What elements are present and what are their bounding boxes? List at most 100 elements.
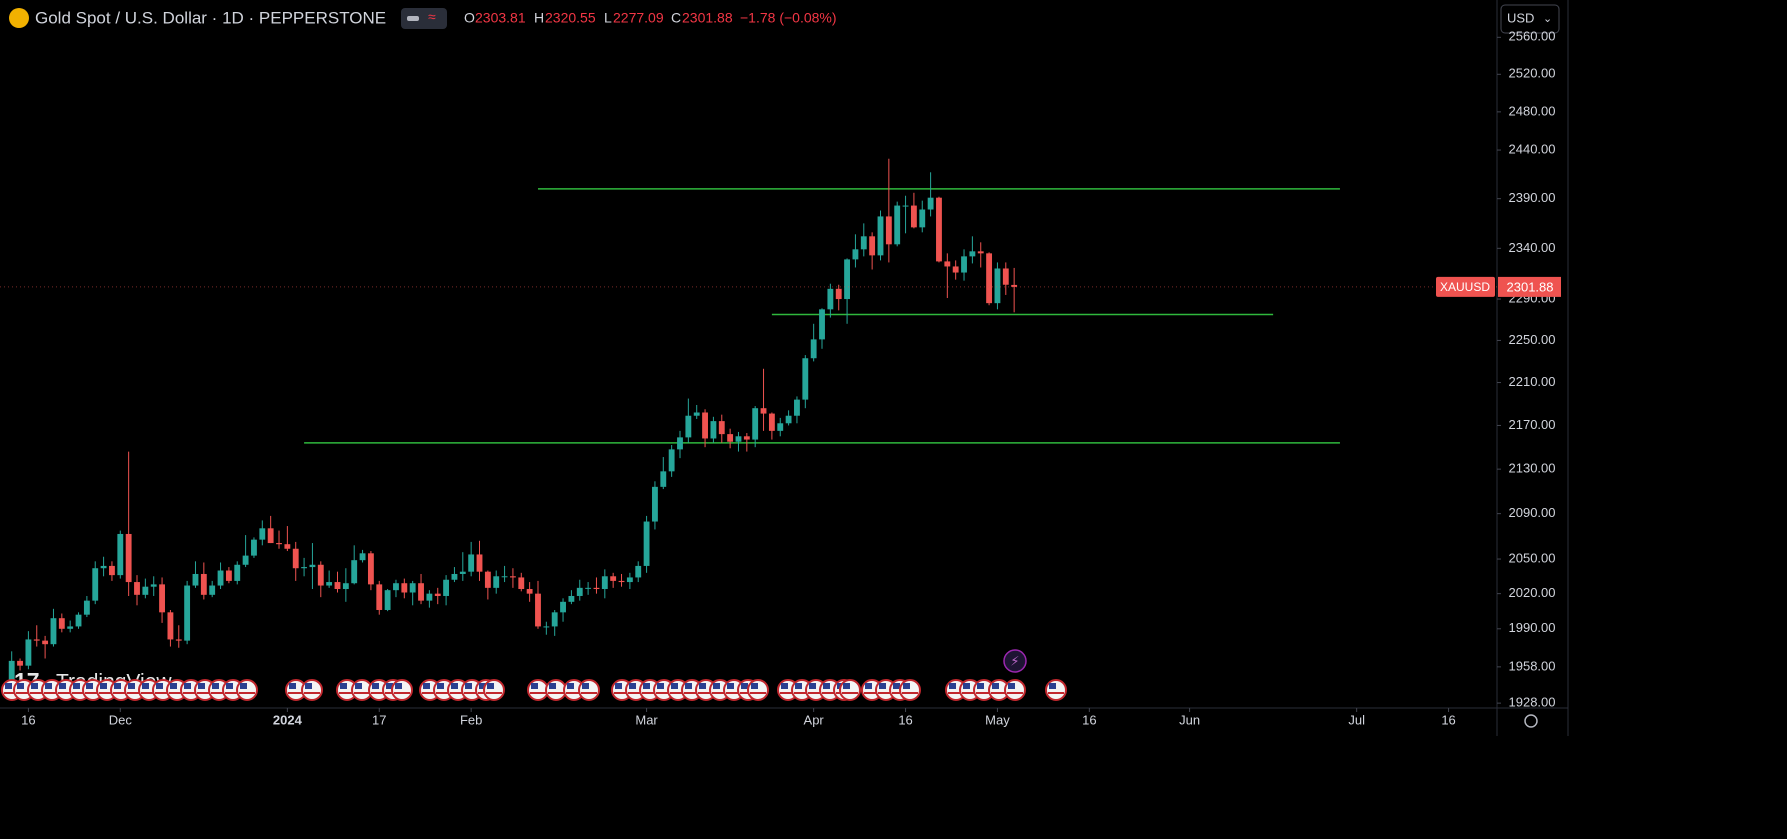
candle-body xyxy=(952,266,959,273)
y-tick-label: 2480.00 xyxy=(1509,103,1556,118)
candle-body xyxy=(217,570,224,586)
candle-body xyxy=(919,209,926,228)
candle-body xyxy=(100,565,107,569)
event-flag-canton xyxy=(865,683,872,689)
candle-body xyxy=(426,593,433,601)
dropdown-arrow: ⌄ xyxy=(1543,13,1552,25)
candle-body xyxy=(869,236,876,256)
candle-body xyxy=(785,415,792,424)
candle-body xyxy=(175,639,182,641)
candle-body xyxy=(284,544,291,549)
candle-body xyxy=(376,584,383,610)
event-flag[interactable] xyxy=(1004,679,1026,701)
event-flag-canton xyxy=(198,683,205,689)
indicator-toggle[interactable] xyxy=(401,8,447,29)
event-flag[interactable] xyxy=(391,679,413,701)
event-flag[interactable] xyxy=(236,679,258,701)
candle-body xyxy=(743,436,750,440)
event-flag-canton xyxy=(643,683,650,689)
candle-body xyxy=(535,593,541,627)
event-flag-canton xyxy=(128,683,135,689)
y-tick-label: 2390.00 xyxy=(1509,190,1556,205)
chart-title: Gold Spot / U.S. Dollar · 1D · PEPPERSTO… xyxy=(35,8,386,27)
candle-body xyxy=(501,576,508,578)
event-flag-canton xyxy=(170,683,177,689)
candle-body xyxy=(518,577,525,590)
candle-body xyxy=(576,587,583,596)
event-flag-canton xyxy=(629,683,636,689)
y-tick-label: 2520.00 xyxy=(1509,66,1556,81)
candle-body xyxy=(451,573,458,580)
candle-body xyxy=(334,582,341,590)
candle-body xyxy=(668,449,675,472)
y-tick-label: 2340.00 xyxy=(1509,240,1556,255)
event-flag-canton xyxy=(963,683,970,689)
event-flag-canton xyxy=(879,683,886,689)
candle-body xyxy=(109,565,115,576)
event-flag-canton xyxy=(549,683,556,689)
event-flag[interactable] xyxy=(1045,679,1067,701)
event-flag-canton xyxy=(893,683,900,689)
candle-body xyxy=(827,288,834,310)
candle-body xyxy=(92,568,99,601)
candle-body xyxy=(1011,284,1018,287)
candle-body xyxy=(493,576,500,588)
price-tag xyxy=(1498,276,1561,297)
event-flag[interactable] xyxy=(747,679,769,701)
candle-body xyxy=(259,528,266,540)
event-flag[interactable] xyxy=(578,679,600,701)
symbol-icon xyxy=(9,8,29,28)
candle-body xyxy=(476,554,483,572)
candle-body xyxy=(75,614,82,627)
candle-body xyxy=(626,577,633,583)
event-flag[interactable] xyxy=(988,679,1010,701)
y-tick-label: 2020.00 xyxy=(1509,585,1556,600)
event-flag[interactable] xyxy=(301,679,323,701)
y-tick-label: 2050.00 xyxy=(1509,550,1556,565)
settings-icon[interactable] xyxy=(1524,714,1538,728)
event-flag-canton xyxy=(437,683,444,689)
currency-button[interactable] xyxy=(1500,4,1560,34)
candle-body xyxy=(852,249,859,260)
currency-label: USD xyxy=(1507,10,1534,25)
x-tick-label: Apr xyxy=(804,712,825,727)
candle-body xyxy=(58,618,65,629)
candle-body xyxy=(560,601,566,613)
event-flag-canton xyxy=(615,683,622,689)
candle-body xyxy=(969,251,976,257)
x-tick-label: 16 xyxy=(1082,712,1096,727)
price-tag-label: 2301.88 xyxy=(1507,279,1554,294)
event-flag-canton xyxy=(114,683,121,689)
event-flag[interactable] xyxy=(899,679,921,701)
event-flag-canton xyxy=(713,683,720,689)
candle-body xyxy=(944,261,951,267)
event-flag-canton xyxy=(340,683,347,689)
x-tick-label: Mar xyxy=(635,712,658,727)
candle-body xyxy=(936,197,942,262)
candle-body xyxy=(326,582,333,586)
candle-body xyxy=(652,486,658,522)
candle-body xyxy=(234,564,241,581)
y-tick-label: 2250.00 xyxy=(1509,332,1556,347)
event-flag[interactable] xyxy=(527,679,549,701)
candle-body xyxy=(885,216,892,245)
candle-body xyxy=(67,626,74,629)
symbol-tag-label: XAUUSD xyxy=(1440,280,1490,294)
candle-body xyxy=(25,639,32,666)
event-flag[interactable] xyxy=(483,679,505,701)
event-flag[interactable] xyxy=(545,679,567,701)
event-flag-canton xyxy=(395,683,402,689)
candle-body xyxy=(309,564,316,568)
candle-body xyxy=(860,236,867,250)
event-flag[interactable] xyxy=(839,679,861,701)
candle-body xyxy=(42,640,49,645)
event-flag-canton xyxy=(305,683,312,689)
event-flag-canton xyxy=(355,683,362,689)
candle-body xyxy=(844,259,850,300)
event-flag[interactable] xyxy=(351,679,373,701)
event-flag-canton xyxy=(843,683,850,689)
event-flash[interactable] xyxy=(1003,649,1027,673)
event-flag-canton xyxy=(289,683,296,689)
candle-body xyxy=(618,580,625,583)
event-flash-icon: ⚡ xyxy=(1010,653,1019,668)
